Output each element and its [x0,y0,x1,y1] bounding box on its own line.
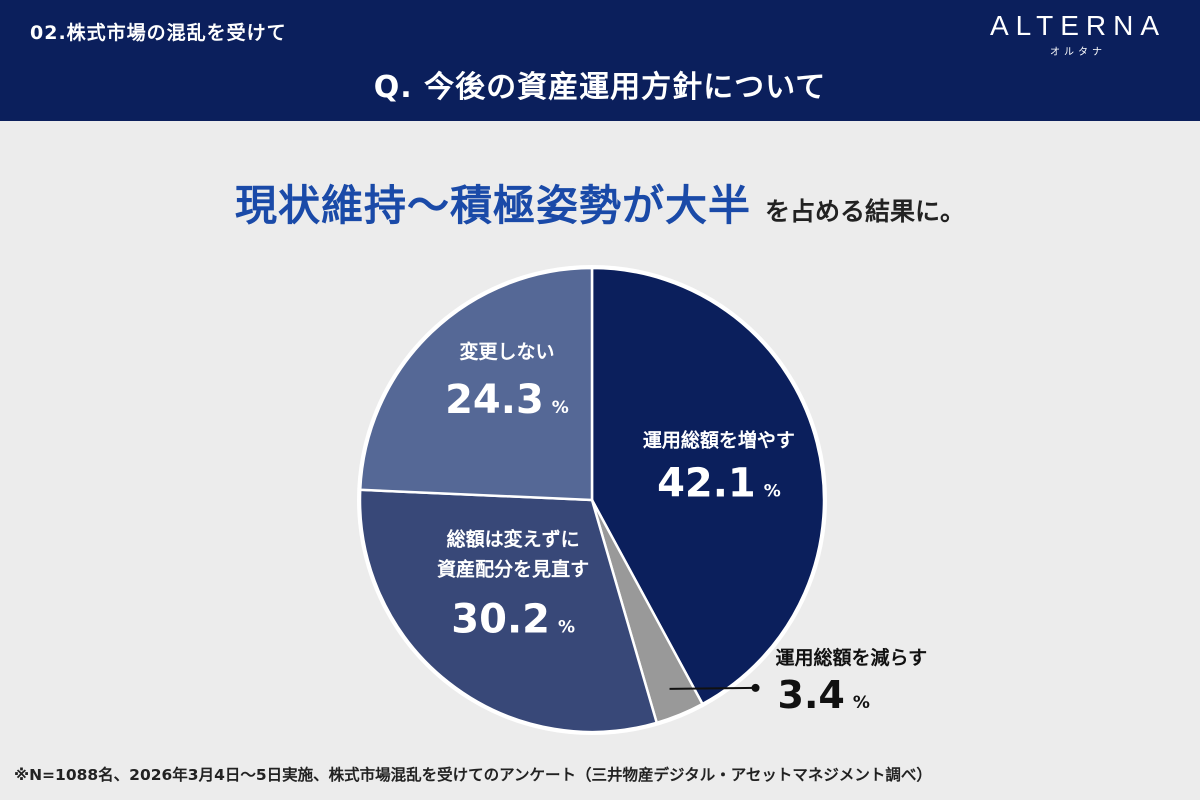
section-label: 02.株式市場の混乱を受けて [30,22,287,44]
header-bar: 02.株式市場の混乱を受けて Q. 今後の資産運用方針について ALTERNA … [0,0,1200,121]
pie-slice-reallocate [358,488,658,734]
leader-dot-decrease [751,683,760,692]
slice-label-reallocate-line-2: 資産配分を見直す [437,557,589,580]
slice-label-decrease: 運用総額を減らす [776,646,928,669]
headline: 現状維持〜積極姿勢が大半 を占める結果に。 [0,172,1200,233]
slice-value-reallocate: 30.2% [451,596,575,642]
logo-subtext: オルタナ [1050,47,1106,58]
pie-slice-increase [590,266,826,706]
slice-value-increase: 42.1% [657,460,781,506]
slice-label-no-change: 変更しない [459,340,554,363]
slice-value-no-change: 24.3% [445,377,569,423]
headline-rest: を占める結果に。 [765,197,966,226]
slice-value-decrease: 3.4% [778,673,870,717]
leader-line-decrease [669,686,756,690]
slice-label-increase: 運用総額を増やす [643,428,795,451]
question-title: Q. 今後の資産運用方針について [373,70,827,105]
logo-text: ALTERNA [989,10,1167,41]
footnote: ※N=1088名、2026年3月4日〜5日実施、株式市場混乱を受けてのアンケート… [14,766,932,784]
brand-logo: ALTERNA オルタナ [968,10,1188,58]
headline-emphasis: 現状維持〜積極姿勢が大半 [234,181,751,230]
pie-slice-no-change [358,266,594,502]
slice-label-reallocate-line-1: 総額は変えずに [447,527,580,550]
